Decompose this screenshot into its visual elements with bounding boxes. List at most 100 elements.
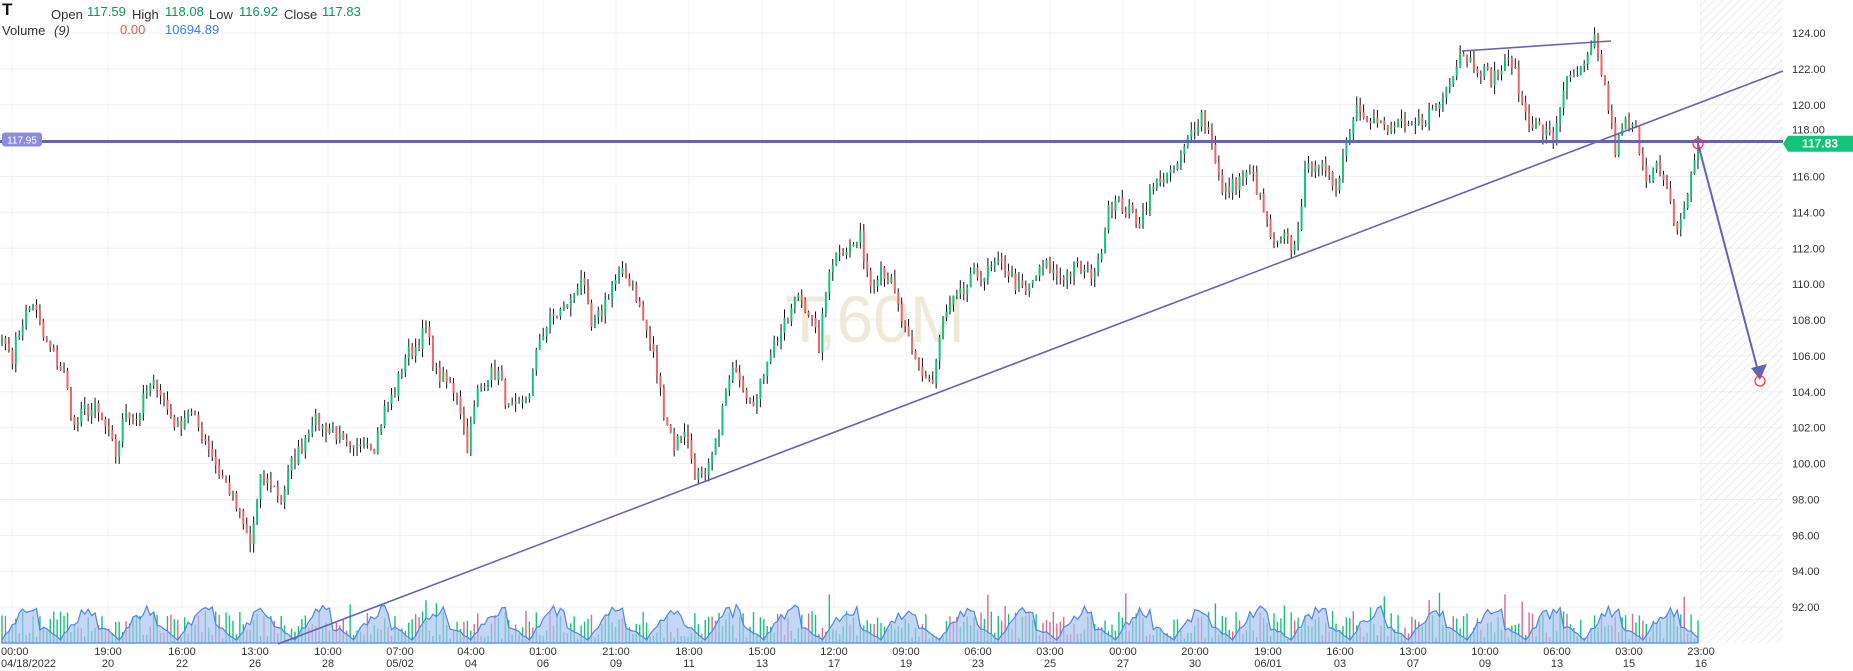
candle-body bbox=[1252, 171, 1255, 174]
forecast-arrow[interactable] bbox=[1697, 143, 1759, 372]
volume-bar bbox=[1683, 596, 1685, 643]
candle-body bbox=[59, 366, 62, 370]
candle-body bbox=[1469, 57, 1472, 62]
volume-bar bbox=[1645, 623, 1647, 643]
candle-body bbox=[163, 395, 166, 400]
candle-body bbox=[731, 367, 734, 380]
x-tick-date: 13 bbox=[1551, 658, 1563, 670]
candle-body bbox=[473, 406, 476, 424]
candle-body bbox=[1466, 56, 1469, 62]
volume-bar bbox=[115, 621, 117, 643]
candle-body bbox=[1679, 219, 1682, 230]
trendline-top[interactable] bbox=[1461, 40, 1612, 52]
volume-bar bbox=[990, 611, 993, 643]
candle-body bbox=[169, 409, 172, 417]
trendline-support[interactable] bbox=[277, 70, 1784, 645]
volume-bar bbox=[53, 611, 55, 643]
volume-bar bbox=[1635, 622, 1637, 643]
candle-body bbox=[49, 340, 52, 348]
volume-bar bbox=[1118, 612, 1120, 643]
candle-body bbox=[814, 318, 817, 328]
candle-body bbox=[821, 313, 824, 353]
candle-body bbox=[607, 299, 610, 301]
volume-bar bbox=[1290, 612, 1292, 643]
volume-bar bbox=[463, 621, 465, 643]
volume-bar bbox=[587, 618, 589, 643]
candle-body bbox=[1414, 124, 1417, 126]
candle-body bbox=[1486, 66, 1489, 69]
candle-body bbox=[1173, 169, 1176, 171]
candle-body bbox=[762, 375, 765, 379]
candle-body bbox=[1548, 128, 1551, 133]
candle-body bbox=[700, 471, 703, 474]
candle-body bbox=[63, 369, 66, 371]
x-tick-date: 06/01 bbox=[1254, 658, 1282, 670]
candle-body bbox=[1583, 63, 1586, 66]
candle-body bbox=[21, 324, 24, 336]
candle-body bbox=[304, 438, 307, 453]
arrow-end-handle[interactable] bbox=[1754, 375, 1766, 387]
candle-body bbox=[397, 373, 400, 397]
candle-body bbox=[873, 286, 876, 288]
candle-body bbox=[231, 492, 234, 495]
arrow-start-handle[interactable] bbox=[1692, 138, 1704, 150]
volume-bar bbox=[525, 610, 527, 643]
candle-body bbox=[1390, 125, 1393, 132]
y-tick-label: 112.00 bbox=[1792, 243, 1825, 255]
volume-bar bbox=[1231, 631, 1234, 643]
x-tick-date: 16 bbox=[1695, 658, 1707, 670]
candle-body bbox=[1121, 197, 1124, 212]
candle-body bbox=[518, 401, 521, 403]
candle-body bbox=[1079, 261, 1082, 272]
candle-body bbox=[1569, 74, 1572, 78]
candle-body bbox=[559, 309, 562, 317]
candle-body bbox=[680, 436, 683, 438]
volume-bar bbox=[807, 613, 810, 643]
candle-body bbox=[1345, 139, 1348, 157]
candle-body bbox=[707, 462, 710, 475]
candle-body bbox=[1483, 66, 1486, 77]
candle-body bbox=[1445, 86, 1448, 98]
candle-body bbox=[200, 427, 203, 440]
candle-body bbox=[1255, 171, 1258, 195]
y-tick-label: 104.00 bbox=[1792, 387, 1826, 399]
candle-body bbox=[1228, 186, 1231, 193]
candle-body bbox=[614, 280, 617, 285]
arrow-head-icon bbox=[1751, 364, 1767, 381]
candle-body bbox=[128, 412, 131, 419]
candle-body bbox=[597, 310, 600, 318]
candle-body bbox=[1207, 127, 1210, 131]
x-tick-date: 11 bbox=[683, 658, 694, 670]
candle-body bbox=[1214, 144, 1217, 164]
candle-body bbox=[421, 328, 424, 349]
x-tick-date: 15 bbox=[1623, 658, 1635, 670]
candle-body bbox=[618, 273, 621, 281]
candle-body bbox=[535, 349, 538, 371]
candle-body bbox=[604, 299, 607, 316]
candle-body bbox=[262, 474, 265, 484]
candle-body bbox=[997, 258, 1000, 263]
candle-body bbox=[1610, 110, 1613, 123]
volume-bar bbox=[704, 619, 706, 643]
candle-body bbox=[466, 426, 469, 453]
candle-body bbox=[1438, 104, 1441, 109]
volume-bar bbox=[63, 615, 65, 643]
candle-body bbox=[659, 376, 662, 388]
candle-body bbox=[338, 432, 341, 440]
candle-body bbox=[1541, 124, 1544, 136]
candle-body bbox=[711, 454, 714, 463]
candle-body bbox=[1417, 117, 1420, 125]
candle-body bbox=[897, 291, 900, 304]
candle-body bbox=[4, 337, 7, 344]
x-tick-date: 19 bbox=[900, 658, 912, 670]
volume-bar bbox=[170, 614, 172, 643]
candle-body bbox=[1148, 189, 1151, 212]
volume-value-1: 0.00 bbox=[120, 22, 146, 37]
volume-bar bbox=[118, 621, 120, 643]
candle-body bbox=[1662, 174, 1665, 180]
x-tick-date: 06 bbox=[537, 658, 549, 670]
candle-body bbox=[1441, 97, 1444, 105]
candle-body bbox=[735, 367, 738, 373]
candle-body bbox=[1007, 270, 1010, 277]
